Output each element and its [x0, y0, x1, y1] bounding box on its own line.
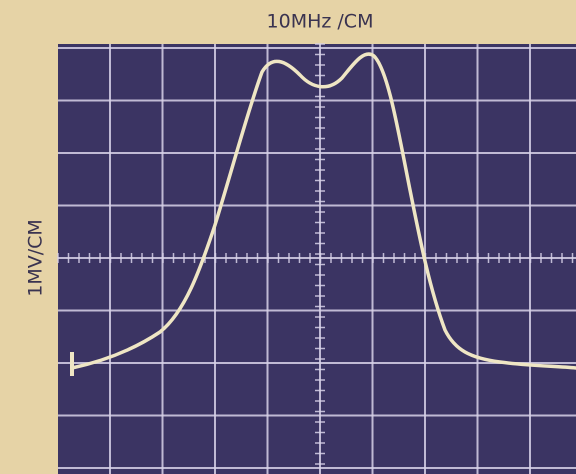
y-scale-label: 1MV/CM	[25, 219, 47, 297]
oscilloscope-photo: 10MHz /CM 1MV/CM	[0, 0, 576, 474]
x-scale-label: 10MHz /CM	[267, 11, 374, 33]
